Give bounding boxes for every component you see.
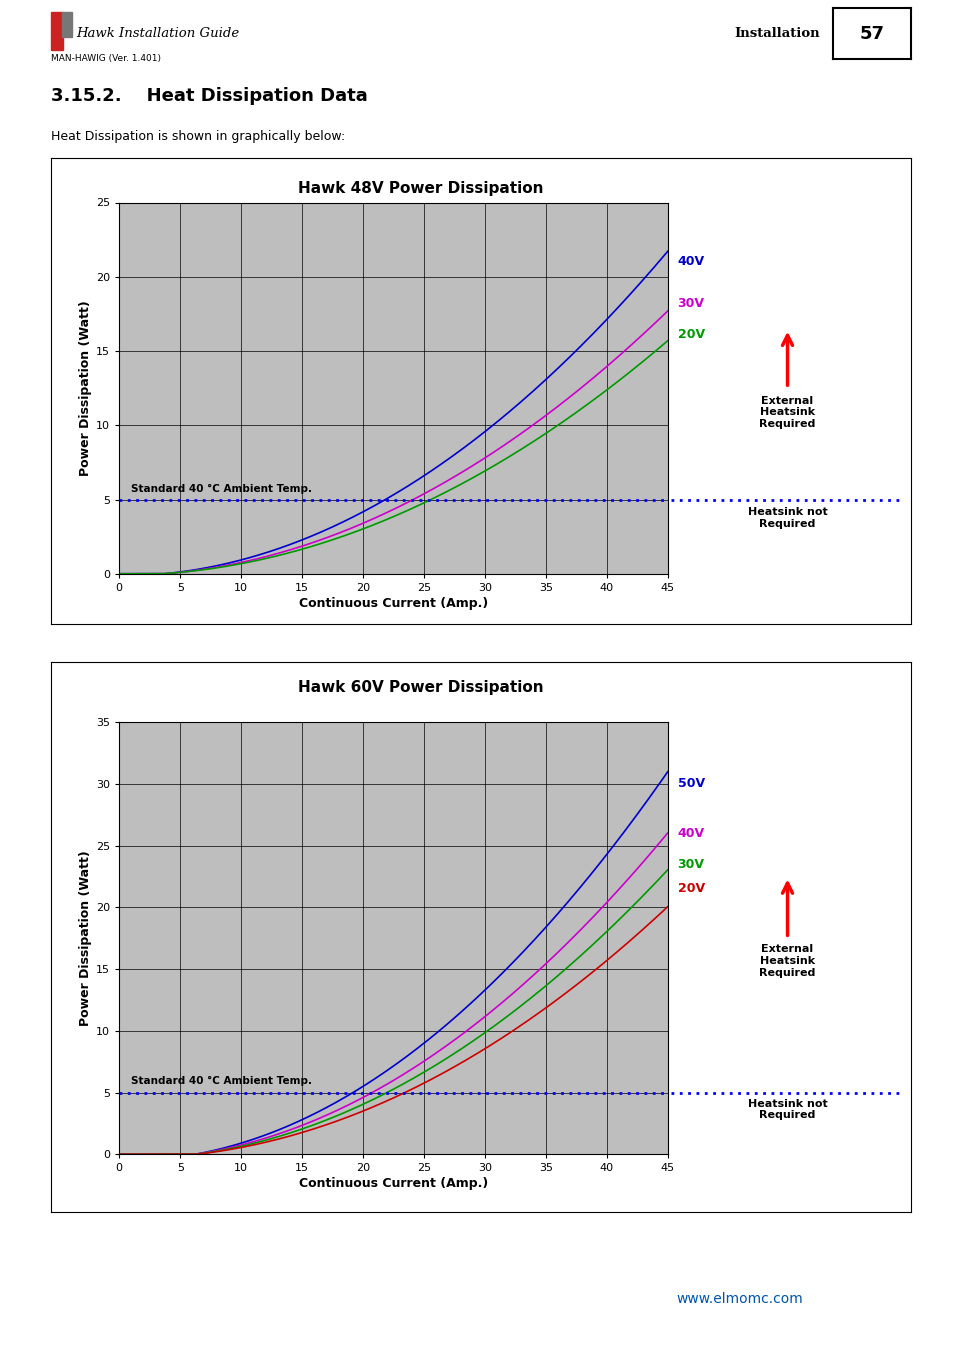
X-axis label: Continuous Current (Amp.): Continuous Current (Amp.) — [298, 1177, 488, 1191]
Text: 40V: 40V — [677, 826, 704, 840]
Text: Heat Dissipation is shown in graphically below:: Heat Dissipation is shown in graphically… — [51, 130, 344, 143]
Text: Heatsink not
Required: Heatsink not Required — [747, 508, 826, 529]
Text: 57: 57 — [859, 24, 883, 43]
Text: Standard 40 °C Ambient Temp.: Standard 40 °C Ambient Temp. — [132, 1076, 313, 1087]
Y-axis label: Power Dissipation (Watt): Power Dissipation (Watt) — [79, 300, 91, 477]
Text: Hawk Installation Guide: Hawk Installation Guide — [76, 27, 239, 40]
Text: 40V: 40V — [677, 255, 704, 269]
Text: 30V: 30V — [677, 857, 704, 871]
Text: Standard 40 °C Ambient Temp.: Standard 40 °C Ambient Temp. — [132, 485, 313, 494]
Text: Installation: Installation — [734, 27, 820, 40]
Text: www.elmomc.com: www.elmomc.com — [676, 1292, 802, 1307]
Bar — [62, 12, 71, 36]
Text: Hawk 48V Power Dissipation: Hawk 48V Power Dissipation — [297, 181, 543, 196]
Y-axis label: Power Dissipation (Watt): Power Dissipation (Watt) — [79, 850, 91, 1026]
Text: 30V: 30V — [677, 297, 704, 310]
Text: External
Heatsink
Required: External Heatsink Required — [759, 396, 815, 429]
Bar — [51, 12, 63, 50]
Text: 3.15.2.    Heat Dissipation Data: 3.15.2. Heat Dissipation Data — [51, 86, 367, 105]
Text: 20V: 20V — [677, 328, 704, 342]
Text: 20V: 20V — [677, 883, 704, 895]
X-axis label: Continuous Current (Amp.): Continuous Current (Amp.) — [298, 597, 488, 610]
Text: MAN-HAWIG (Ver. 1.401): MAN-HAWIG (Ver. 1.401) — [51, 54, 160, 63]
Text: 50V: 50V — [677, 778, 704, 791]
Text: External
Heatsink
Required: External Heatsink Required — [759, 945, 815, 977]
Text: Heatsink not
Required: Heatsink not Required — [747, 1099, 826, 1120]
Text: Hawk 60V Power Dissipation: Hawk 60V Power Dissipation — [297, 679, 543, 695]
